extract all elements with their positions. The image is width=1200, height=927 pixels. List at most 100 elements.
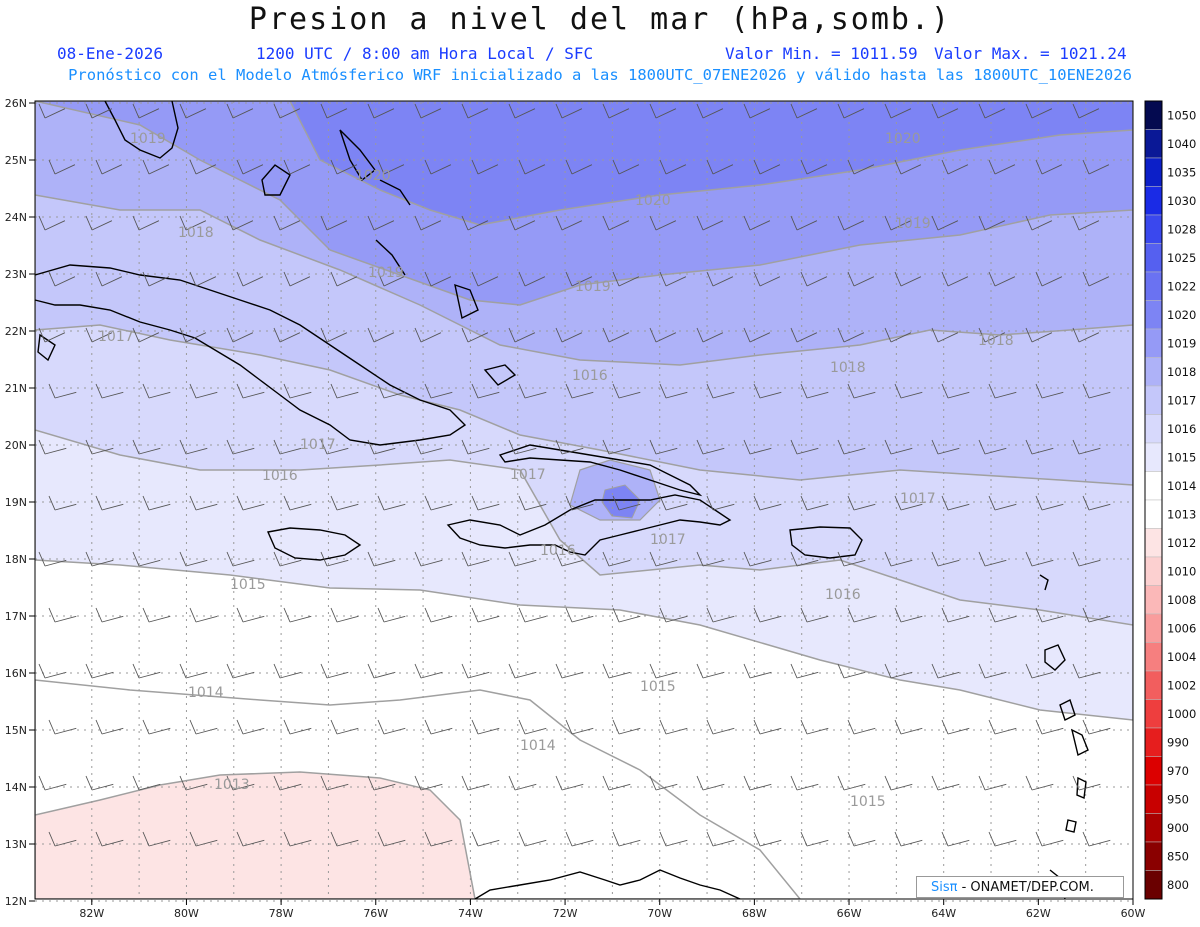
wind-barb — [461, 215, 489, 231]
wind-barb — [283, 607, 312, 623]
wind-barb — [1025, 103, 1053, 119]
lat-label: 16N — [5, 667, 27, 680]
wind-barb — [1072, 775, 1101, 791]
wind-barb — [743, 775, 772, 791]
lat-label: 18N — [5, 553, 27, 566]
wind-barb — [847, 159, 875, 175]
wind-barb — [142, 831, 171, 847]
wind-barb — [273, 103, 301, 119]
colorbar-label: 1015 — [1167, 450, 1196, 464]
wind-barb — [95, 607, 124, 623]
colorbar-label: 1014 — [1167, 479, 1196, 493]
wind-barb — [189, 159, 217, 175]
wind-barb — [283, 831, 312, 847]
wind-barb — [461, 439, 490, 455]
wind-barb — [236, 607, 265, 623]
wind-barb — [612, 159, 640, 175]
wind-barb — [320, 551, 349, 567]
wind-barb — [424, 719, 453, 735]
wind-barb — [189, 383, 218, 399]
wind-barb — [649, 215, 677, 231]
wind-barb — [142, 719, 171, 735]
colorbar-segment — [1144, 357, 1163, 387]
wind-barb — [978, 327, 1006, 343]
contour-label: 1015 — [230, 577, 266, 593]
contour-labels: 1019102010201020101810191019101910171016… — [98, 131, 1014, 810]
wind-barb — [85, 215, 113, 231]
wind-barb — [226, 103, 254, 119]
wind-barb — [132, 775, 161, 791]
wind-barb — [1072, 551, 1101, 567]
wind-barb — [659, 831, 688, 847]
wind-barb — [283, 495, 312, 511]
wind-barb — [377, 383, 406, 399]
wind-barb — [95, 719, 124, 735]
wind-barb — [518, 159, 546, 175]
lon-label: 66W — [837, 907, 862, 920]
colorbar-label: 1018 — [1167, 365, 1196, 379]
wind-barb — [1035, 495, 1064, 511]
wind-barb — [95, 383, 124, 399]
lat-label: 22N — [5, 325, 27, 338]
wind-barb — [508, 103, 536, 119]
colorbar-label: 1035 — [1167, 165, 1196, 179]
wind-barb — [48, 383, 77, 399]
wind-barb — [659, 719, 688, 735]
wind-barb — [753, 383, 782, 399]
wind-barb — [612, 495, 641, 511]
wind-barb — [790, 327, 818, 343]
wind-barb — [283, 271, 311, 287]
wind-barb — [48, 159, 76, 175]
wind-barb — [743, 551, 772, 567]
wind-barb — [743, 103, 771, 119]
wind-barb — [414, 215, 442, 231]
wind-barb — [132, 215, 160, 231]
wind-barb — [800, 271, 828, 287]
wind-barb — [508, 663, 537, 679]
wind-barb — [696, 775, 725, 791]
wind-barb — [565, 159, 593, 175]
wind-barb — [414, 103, 442, 119]
wind-barb — [330, 831, 359, 847]
wind-barb — [884, 215, 912, 231]
wind-barb — [320, 439, 349, 455]
colorbar-label: 970 — [1167, 764, 1189, 778]
wind-barb — [565, 719, 594, 735]
wind-barb — [753, 271, 781, 287]
lat-label: 12N — [5, 895, 27, 908]
colorbar-segment — [1144, 585, 1163, 615]
wind-barb — [226, 551, 255, 567]
wind-barb — [1025, 439, 1054, 455]
wind-barb — [461, 663, 490, 679]
wind-barb — [189, 831, 218, 847]
wind-barb — [659, 271, 687, 287]
wind-barb — [1082, 159, 1110, 175]
wind-barb — [696, 439, 725, 455]
contour-label: 1016 — [825, 587, 861, 603]
min-value: Valor Min. = 1011.59 — [725, 44, 918, 63]
wind-barb — [790, 103, 818, 119]
wind-barb — [1072, 439, 1101, 455]
wind-barb — [142, 383, 171, 399]
wind-barb — [132, 103, 160, 119]
wind-barb — [461, 103, 489, 119]
wind-barb — [236, 159, 264, 175]
wind-barb — [659, 383, 688, 399]
wind-barb — [931, 551, 960, 567]
wind-barb — [189, 607, 218, 623]
lon-label: 72W — [553, 907, 578, 920]
wind-barb — [179, 327, 207, 343]
wind-barb — [367, 215, 395, 231]
map-title: Presion a nivel del mar (hPa,somb.) — [248, 2, 952, 37]
wind-barb — [226, 215, 254, 231]
wind-barb — [649, 551, 678, 567]
wind-barb — [1035, 607, 1064, 623]
wind-barb — [988, 495, 1017, 511]
colorbar-segment — [1144, 813, 1163, 843]
wind-barb — [1082, 495, 1111, 511]
wind-barb — [837, 103, 865, 119]
wind-barb — [518, 383, 547, 399]
wind-barb — [649, 439, 678, 455]
wind-barbs — [38, 103, 1111, 847]
wind-barb — [236, 831, 265, 847]
